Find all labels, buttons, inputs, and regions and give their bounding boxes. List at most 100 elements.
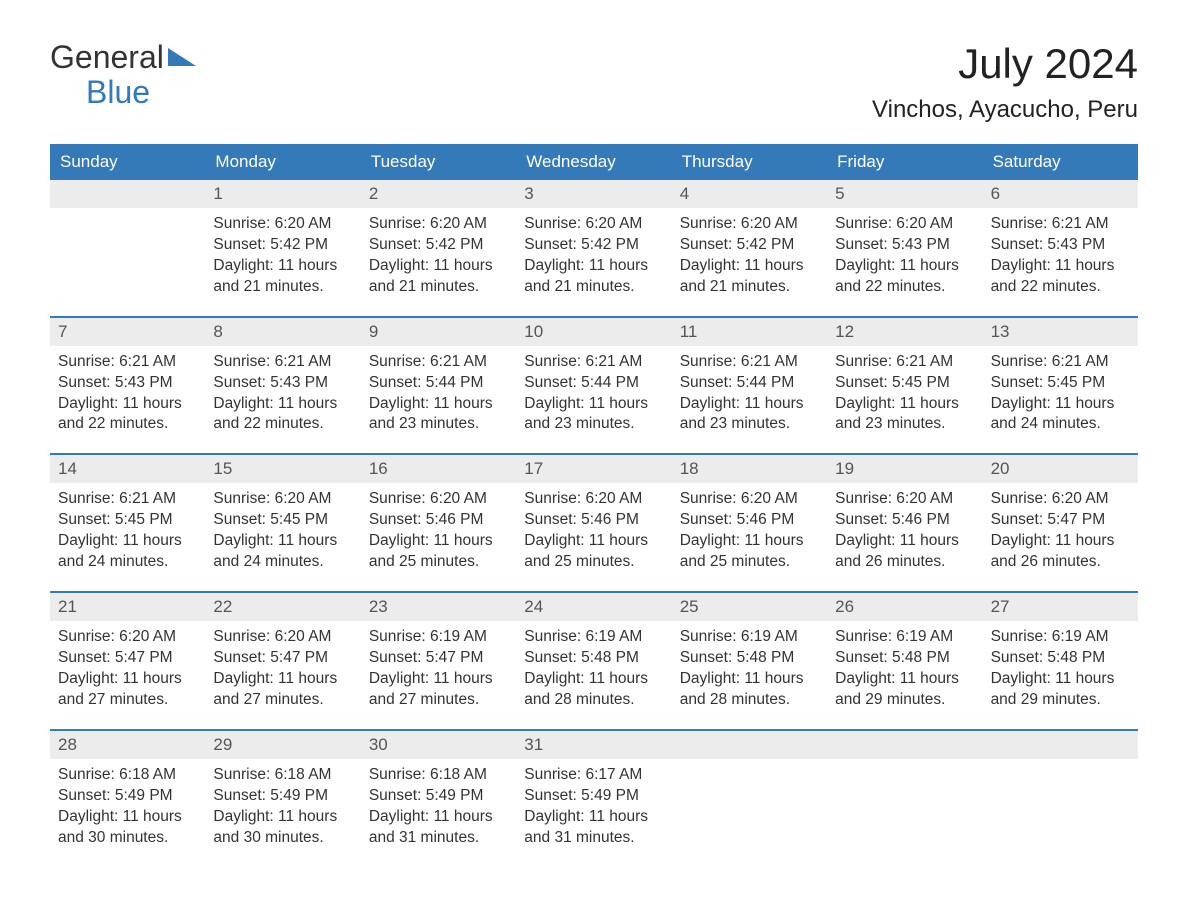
- day-line-sr: Sunrise: 6:19 AM: [991, 627, 1130, 648]
- day-cell: Sunrise: 6:21 AMSunset: 5:44 PMDaylight:…: [361, 346, 516, 440]
- day-line-d2: and 21 minutes.: [369, 277, 508, 298]
- day-header: Monday: [205, 144, 360, 180]
- day-line-d1: Daylight: 11 hours: [835, 531, 974, 552]
- day-line-d2: and 21 minutes.: [213, 277, 352, 298]
- day-line-sr: Sunrise: 6:19 AM: [524, 627, 663, 648]
- day-line-ss: Sunset: 5:48 PM: [835, 648, 974, 669]
- day-line-sr: Sunrise: 6:20 AM: [680, 489, 819, 510]
- day-line-ss: Sunset: 5:46 PM: [680, 510, 819, 531]
- logo-triangle-icon: [168, 48, 196, 66]
- day-number: 8: [205, 318, 360, 346]
- logo: General Blue: [50, 40, 196, 110]
- day-number: 22: [205, 593, 360, 621]
- day-line-sr: Sunrise: 6:21 AM: [680, 352, 819, 373]
- day-line-d1: Daylight: 11 hours: [991, 531, 1130, 552]
- day-cell: Sunrise: 6:20 AMSunset: 5:46 PMDaylight:…: [361, 483, 516, 577]
- day-header: Sunday: [50, 144, 205, 180]
- day-line-d1: Daylight: 11 hours: [369, 669, 508, 690]
- day-number: 26: [827, 593, 982, 621]
- day-line-ss: Sunset: 5:49 PM: [369, 786, 508, 807]
- day-line-d2: and 24 minutes.: [58, 552, 197, 573]
- day-number: 24: [516, 593, 671, 621]
- day-number: 5: [827, 180, 982, 208]
- day-cell: Sunrise: 6:19 AMSunset: 5:48 PMDaylight:…: [516, 621, 671, 715]
- day-number: 14: [50, 455, 205, 483]
- day-line-sr: Sunrise: 6:20 AM: [680, 214, 819, 235]
- day-line-ss: Sunset: 5:44 PM: [680, 373, 819, 394]
- day-number: 3: [516, 180, 671, 208]
- day-line-sr: Sunrise: 6:21 AM: [835, 352, 974, 373]
- day-cell: Sunrise: 6:21 AMSunset: 5:45 PMDaylight:…: [983, 346, 1138, 440]
- day-line-d1: Daylight: 11 hours: [524, 531, 663, 552]
- day-line-ss: Sunset: 5:48 PM: [991, 648, 1130, 669]
- day-line-ss: Sunset: 5:46 PM: [835, 510, 974, 531]
- day-line-ss: Sunset: 5:44 PM: [369, 373, 508, 394]
- day-line-ss: Sunset: 5:49 PM: [213, 786, 352, 807]
- day-number: 20: [983, 455, 1138, 483]
- day-line-sr: Sunrise: 6:20 AM: [991, 489, 1130, 510]
- day-line-ss: Sunset: 5:45 PM: [991, 373, 1130, 394]
- day-cell: Sunrise: 6:21 AMSunset: 5:45 PMDaylight:…: [827, 346, 982, 440]
- day-cell: Sunrise: 6:20 AMSunset: 5:42 PMDaylight:…: [672, 208, 827, 302]
- day-line-d1: Daylight: 11 hours: [369, 807, 508, 828]
- day-line-sr: Sunrise: 6:19 AM: [369, 627, 508, 648]
- day-line-d1: Daylight: 11 hours: [58, 531, 197, 552]
- day-number: 27: [983, 593, 1138, 621]
- day-line-d2: and 30 minutes.: [213, 828, 352, 849]
- day-number: [672, 731, 827, 759]
- day-cell: Sunrise: 6:21 AMSunset: 5:43 PMDaylight:…: [205, 346, 360, 440]
- day-line-d2: and 24 minutes.: [213, 552, 352, 573]
- day-line-sr: Sunrise: 6:18 AM: [213, 765, 352, 786]
- day-line-sr: Sunrise: 6:21 AM: [58, 352, 197, 373]
- day-line-d1: Daylight: 11 hours: [213, 394, 352, 415]
- day-line-d1: Daylight: 11 hours: [58, 669, 197, 690]
- day-line-d2: and 31 minutes.: [369, 828, 508, 849]
- day-cell: Sunrise: 6:20 AMSunset: 5:43 PMDaylight:…: [827, 208, 982, 302]
- day-line-d2: and 25 minutes.: [369, 552, 508, 573]
- day-line-sr: Sunrise: 6:20 AM: [369, 489, 508, 510]
- day-line-d1: Daylight: 11 hours: [58, 394, 197, 415]
- day-cell: Sunrise: 6:21 AMSunset: 5:44 PMDaylight:…: [672, 346, 827, 440]
- day-cell: Sunrise: 6:19 AMSunset: 5:48 PMDaylight:…: [983, 621, 1138, 715]
- day-number: 31: [516, 731, 671, 759]
- day-cell: [50, 208, 205, 302]
- day-cell: Sunrise: 6:20 AMSunset: 5:46 PMDaylight:…: [827, 483, 982, 577]
- day-line-ss: Sunset: 5:48 PM: [680, 648, 819, 669]
- day-line-d1: Daylight: 11 hours: [680, 531, 819, 552]
- day-line-d2: and 23 minutes.: [524, 414, 663, 435]
- day-line-d2: and 26 minutes.: [835, 552, 974, 573]
- day-line-d2: and 22 minutes.: [213, 414, 352, 435]
- day-line-sr: Sunrise: 6:21 AM: [991, 352, 1130, 373]
- day-cell: Sunrise: 6:18 AMSunset: 5:49 PMDaylight:…: [361, 759, 516, 853]
- day-line-d2: and 31 minutes.: [524, 828, 663, 849]
- day-line-d1: Daylight: 11 hours: [991, 256, 1130, 277]
- day-header: Wednesday: [516, 144, 671, 180]
- day-line-d1: Daylight: 11 hours: [680, 256, 819, 277]
- day-line-d1: Daylight: 11 hours: [213, 531, 352, 552]
- day-line-ss: Sunset: 5:42 PM: [213, 235, 352, 256]
- day-cell: Sunrise: 6:20 AMSunset: 5:42 PMDaylight:…: [516, 208, 671, 302]
- day-line-d1: Daylight: 11 hours: [213, 807, 352, 828]
- day-line-ss: Sunset: 5:43 PM: [991, 235, 1130, 256]
- day-line-ss: Sunset: 5:43 PM: [835, 235, 974, 256]
- day-line-d2: and 27 minutes.: [58, 690, 197, 711]
- day-line-d1: Daylight: 11 hours: [680, 669, 819, 690]
- day-line-ss: Sunset: 5:43 PM: [58, 373, 197, 394]
- logo-text-1: General: [50, 40, 164, 75]
- day-header: Thursday: [672, 144, 827, 180]
- day-line-d2: and 28 minutes.: [680, 690, 819, 711]
- day-cell: Sunrise: 6:20 AMSunset: 5:42 PMDaylight:…: [361, 208, 516, 302]
- calendar-grid: SundayMondayTuesdayWednesdayThursdayFrid…: [50, 144, 1138, 852]
- day-cell: Sunrise: 6:21 AMSunset: 5:44 PMDaylight:…: [516, 346, 671, 440]
- day-line-ss: Sunset: 5:47 PM: [58, 648, 197, 669]
- day-line-d2: and 25 minutes.: [524, 552, 663, 573]
- day-number: 19: [827, 455, 982, 483]
- day-line-ss: Sunset: 5:42 PM: [369, 235, 508, 256]
- day-line-d2: and 21 minutes.: [524, 277, 663, 298]
- day-cell: [827, 759, 982, 853]
- day-cell: [983, 759, 1138, 853]
- day-cell: Sunrise: 6:19 AMSunset: 5:48 PMDaylight:…: [827, 621, 982, 715]
- day-number: [983, 731, 1138, 759]
- day-line-d2: and 22 minutes.: [991, 277, 1130, 298]
- day-cell: Sunrise: 6:21 AMSunset: 5:43 PMDaylight:…: [50, 346, 205, 440]
